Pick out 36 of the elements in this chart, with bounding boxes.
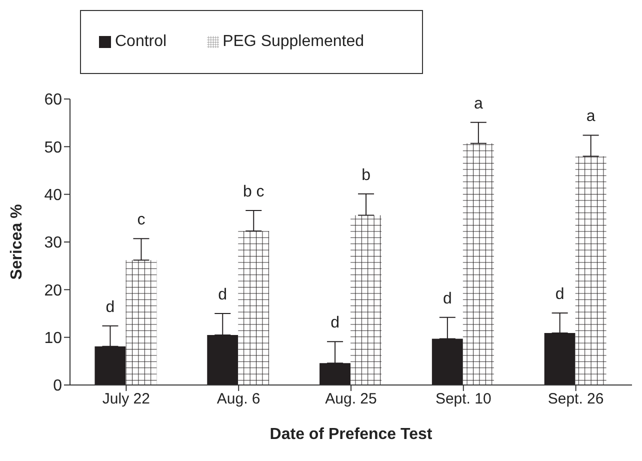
bar xyxy=(544,333,576,385)
data-label: b c xyxy=(242,184,264,201)
data-label: b xyxy=(362,166,371,184)
bar xyxy=(350,215,382,385)
data-label: a xyxy=(474,95,483,112)
bar xyxy=(432,338,463,385)
bar xyxy=(462,143,494,385)
x-tick-label: July 22 xyxy=(102,390,150,408)
bar xyxy=(575,156,606,385)
y-axis-title: Sericea % xyxy=(8,204,26,280)
y-tick-label: 50 xyxy=(44,139,62,156)
data-label: d xyxy=(218,286,228,304)
x-tick-label: Sept. 10 xyxy=(435,390,492,408)
legend-label: PEG Supplemented xyxy=(222,33,364,50)
legend-label: Control xyxy=(115,33,167,50)
x-tick-label: Sept. 26 xyxy=(548,390,604,408)
bar xyxy=(320,363,351,385)
bar xyxy=(238,231,270,385)
bar xyxy=(126,260,157,385)
y-tick-label: 0 xyxy=(53,378,62,395)
data-label: d xyxy=(555,286,564,304)
x-tick-label: Aug. 6 xyxy=(216,390,260,408)
bar xyxy=(94,346,126,385)
data-label: d xyxy=(442,290,452,308)
data-label: a xyxy=(586,108,596,126)
y-tick-label: 20 xyxy=(44,282,62,300)
data-label: c xyxy=(137,212,146,229)
y-tick-label: 60 xyxy=(44,92,62,109)
data-label: d xyxy=(106,298,115,316)
data-label: d xyxy=(330,314,340,332)
y-tick-label: 10 xyxy=(44,330,62,348)
y-tick-label: 30 xyxy=(44,234,62,252)
x-tick-label: Aug. 25 xyxy=(325,390,377,408)
y-tick-label: 40 xyxy=(44,187,62,204)
bar xyxy=(207,334,238,385)
x-axis-title: Date of Prefence Test xyxy=(270,426,433,443)
